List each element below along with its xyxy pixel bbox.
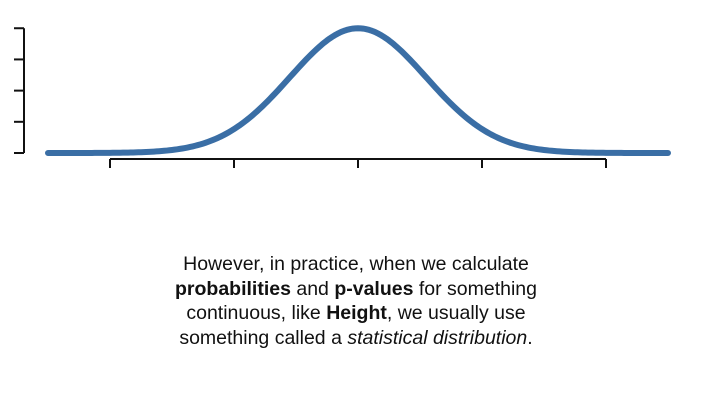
caption-text-span: However, in practice, when we calculate [183,253,529,275]
caption-line-3: continuous, like Height, we usually use [106,301,606,326]
x-axis [109,158,607,168]
series-group [45,25,671,156]
emphasis-probabilities: probabilities [175,277,291,300]
caption-text-span: continuous, like [186,302,327,324]
caption-line-4: something called a statistical distribut… [106,326,606,351]
caption-text-span: for something [413,277,537,300]
caption-text: However, in practice, when we calculate … [106,252,606,350]
emphasis-p-values: p-values [334,277,414,300]
emphasis-statistical-distribution: statistical distribution [347,326,528,349]
distribution-curve [45,25,671,156]
caption-line-1: However, in practice, when we calculate [106,252,606,277]
caption-line-2: probabilities and p-values for something [106,277,606,302]
y-axis [14,27,25,154]
normal-distribution-chart [14,25,671,168]
caption-text-span: . [527,326,533,349]
caption-text-span: , we usually use [386,302,526,324]
caption-text-span: and [290,277,335,300]
emphasis-height: Height [326,302,387,324]
caption-text-span: something called a [179,326,348,349]
